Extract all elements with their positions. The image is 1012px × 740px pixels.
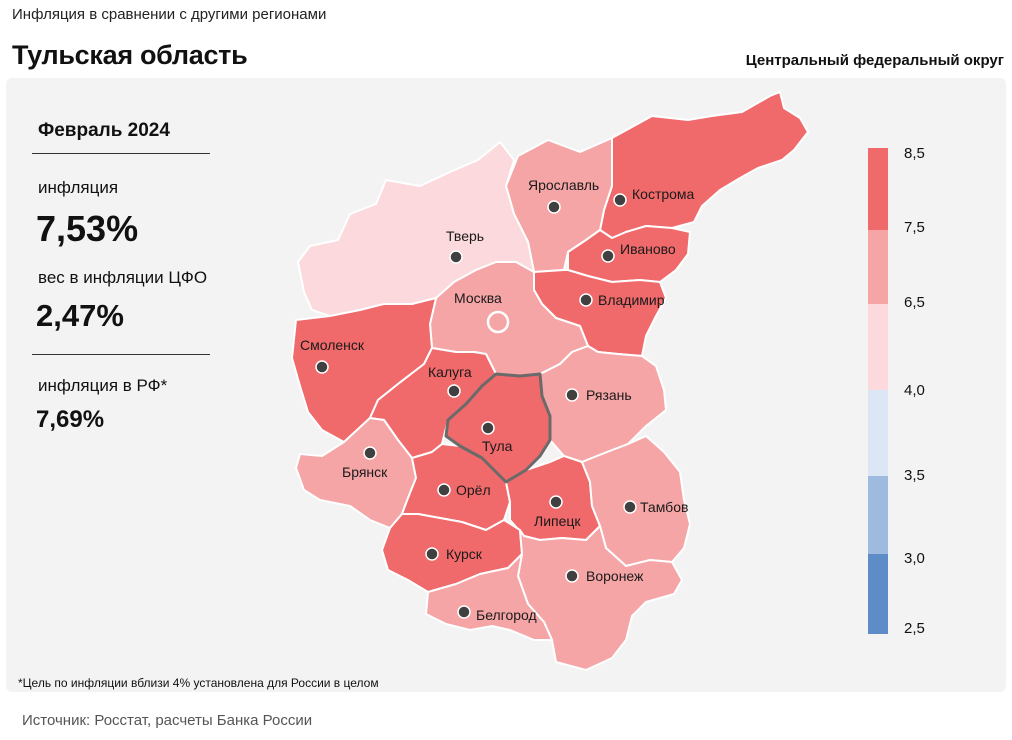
weight-value: 2,47%: [36, 298, 124, 333]
city-label: Воронеж: [586, 568, 644, 584]
legend-tick: 4,0: [904, 382, 925, 399]
legend-swatch: [868, 304, 888, 390]
chart-caption: Инфляция в сравнении с другими регионами: [12, 6, 327, 23]
rf-inflation-label: инфляция в РФ*: [38, 376, 168, 395]
city-label: Тамбов: [640, 499, 688, 515]
legend-tick: 2,5: [904, 620, 925, 637]
city-label: Липецк: [534, 513, 581, 529]
city-marker-orel: [437, 483, 451, 497]
region-tambov: [581, 435, 691, 567]
city-label: Владимир: [598, 292, 665, 308]
city-marker-kursk: [425, 547, 439, 561]
city-marker-bryansk: [363, 446, 377, 460]
city-label: Рязань: [586, 387, 632, 403]
source-note: Источник: Росстат, расчеты Банка России: [22, 712, 313, 729]
city-label: Брянск: [342, 464, 388, 480]
region-belgorod: [425, 553, 553, 641]
city-marker-voronezh: [565, 569, 579, 583]
city-labels: Кострома Ярославль Иваново Владимир Твер…: [300, 177, 695, 623]
divider: [32, 153, 210, 154]
city-marker-smolensk: [315, 360, 329, 374]
city-label: Кострома: [632, 186, 695, 202]
legend-tick: 6,5: [904, 294, 925, 311]
city-label: Калуга: [428, 364, 472, 380]
rf-inflation-value: 7,69%: [36, 406, 105, 433]
legend-swatch: [868, 390, 888, 476]
city-marker-lipetsk: [549, 495, 563, 509]
city-label: Белгород: [476, 607, 537, 623]
district-label: Центральный федеральный округ: [745, 52, 1004, 69]
city-label: Иваново: [620, 241, 676, 257]
legend-swatch: [868, 476, 888, 554]
city-markers: [315, 193, 637, 619]
legend-swatch: [868, 554, 888, 634]
legend-tick: 3,0: [904, 550, 925, 567]
city-label: Орёл: [456, 482, 491, 498]
city-label: Ярославль: [528, 177, 599, 193]
city-marker-ivanovo: [601, 249, 615, 263]
region-kostroma: [599, 91, 809, 239]
divider: [32, 354, 210, 355]
city-marker-ryazan: [565, 388, 579, 402]
period-label: Февраль 2024: [38, 120, 170, 141]
city-marker-belgorod: [457, 605, 471, 619]
city-marker-moscow: [486, 310, 510, 334]
inflation-label: инфляция: [38, 178, 119, 197]
inflation-value: 7,53%: [36, 208, 139, 249]
city-marker-tula: [481, 421, 495, 435]
footnote: *Цель по инфляции вблизи 4% установлена …: [18, 676, 379, 690]
legend-swatch: [868, 148, 888, 230]
legend-tick: 8,5: [904, 145, 925, 162]
city-label: Курск: [446, 546, 483, 562]
city-label: Тула: [482, 438, 513, 454]
city-marker-yaroslavl: [547, 200, 561, 214]
city-label: Тверь: [446, 228, 484, 244]
city-label: Москва: [454, 290, 502, 306]
legend-tick: 7,5: [904, 219, 925, 236]
legend-tick: 3,5: [904, 467, 925, 484]
city-marker-tambov: [623, 500, 637, 514]
region-tula: [444, 372, 552, 484]
city-marker-tver: [449, 250, 463, 264]
city-marker-kostroma: [613, 193, 627, 207]
region-title: Тульская область: [12, 40, 248, 70]
city-label: Смоленск: [300, 337, 365, 353]
weight-label: вес в инфляции ЦФО: [38, 268, 208, 287]
city-marker-vladimir: [579, 293, 593, 307]
color-legend: [868, 148, 888, 634]
legend-swatch: [868, 230, 888, 304]
city-marker-kaluga: [447, 384, 461, 398]
